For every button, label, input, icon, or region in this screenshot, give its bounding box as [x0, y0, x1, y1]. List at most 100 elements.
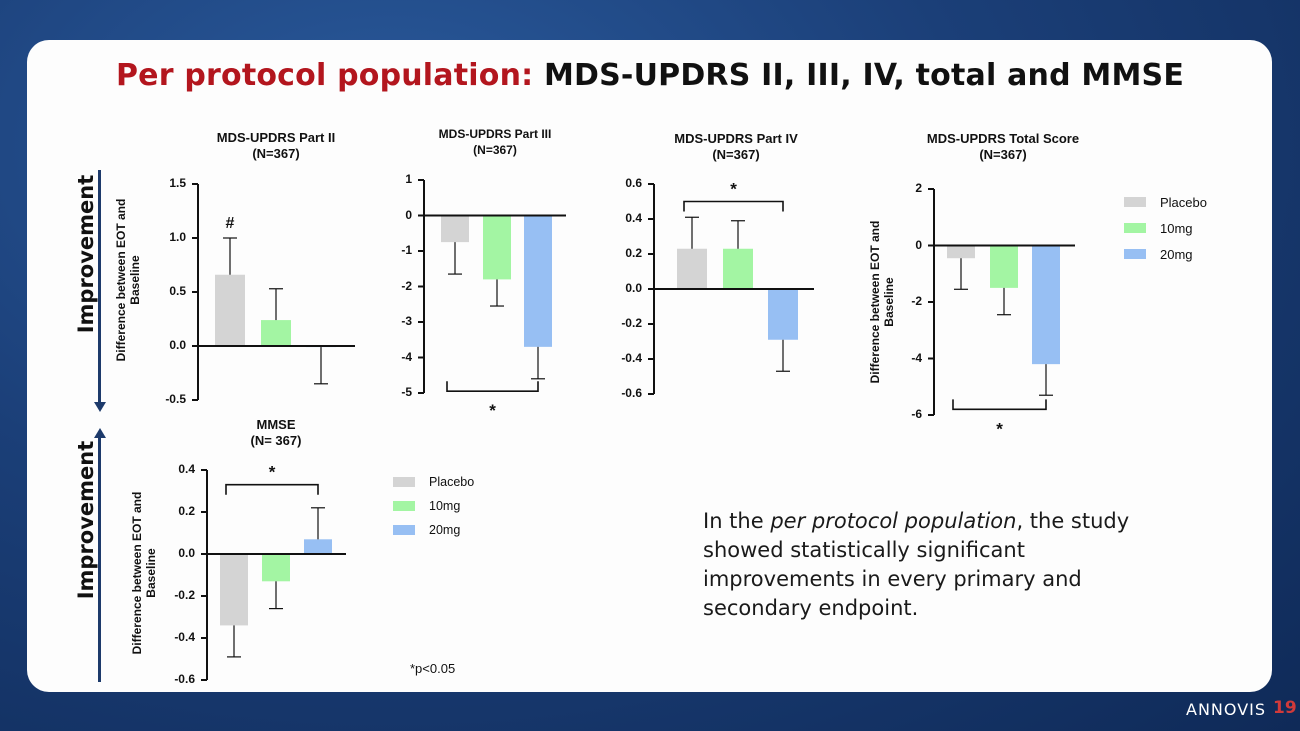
legend-label-placebo: Placebo [1160, 194, 1207, 210]
part2-bar-placebo [215, 274, 245, 346]
total-tick-label: -2 [911, 294, 922, 308]
legend-item-placebo-b: Placebo [393, 470, 474, 494]
part2-tick-label: -0.5 [165, 392, 186, 406]
improvement-arrow-bottom [98, 434, 101, 682]
part4-tick-label: 0.2 [625, 246, 642, 260]
part3-significance-star: * [489, 401, 496, 420]
part4-tick-label: 0.4 [625, 211, 642, 225]
legend-bottom: Placebo 10mg 20mg [393, 470, 474, 542]
part4-tick-label: 0.0 [625, 281, 642, 295]
part4-bar-10mg [723, 248, 753, 289]
chart-title-part3-sub: (N=367) [473, 143, 517, 157]
total-tick-label: -6 [911, 407, 922, 421]
part3-tick-label: -2 [401, 278, 412, 293]
company-logo: ANNOVIS [1186, 700, 1267, 719]
part3-bar-20mg [524, 215, 552, 347]
arrow-up-icon [93, 428, 106, 438]
improvement-arrow-top [98, 170, 101, 406]
part2-tick-label: 0.0 [169, 338, 186, 352]
total-tick-label: 2 [915, 181, 922, 195]
summary-pre: In the [703, 509, 771, 533]
total-tick-label: 0 [915, 237, 922, 252]
part3-significance-bracket [446, 381, 539, 393]
footnote: *p<0.05 [410, 661, 456, 676]
part3-tick-label: -3 [401, 314, 412, 328]
part4-bar-20mg [768, 289, 798, 340]
total-bar-placebo [947, 245, 975, 259]
total-bar-20mg [1032, 245, 1060, 365]
mmse-tick-label: -0.6 [174, 672, 195, 686]
legend-item-placebo: Placebo [1124, 189, 1207, 215]
slide-title-black: MDS-UPDRS II, III, IV, total and MMSE [533, 58, 1185, 93]
mmse-significance-star: * [269, 463, 276, 482]
chart-title-part4-main: MDS-UPDRS Part IV [674, 131, 798, 146]
part3-bar-placebo [441, 215, 469, 243]
legend-swatch-placebo [1124, 197, 1146, 207]
chart-title-total: MDS-UPDRS Total Score (N=367) [888, 131, 1118, 163]
part3-tick-label: -5 [401, 385, 412, 399]
legend-label-10mg: 10mg [1160, 220, 1193, 236]
part4-tick-label: -0.4 [621, 351, 642, 365]
summary-post: , the study showed statistically signifi… [703, 509, 1130, 620]
part4-significance-bracket [683, 200, 784, 212]
legend-item-10mg: 10mg [1124, 215, 1207, 241]
total-tick-label: -4 [911, 350, 922, 365]
chart-title-mmse-main: MMSE [256, 417, 296, 432]
mmse-bar-placebo [220, 554, 248, 626]
total-significance-bracket [952, 399, 1047, 411]
chart-title-part2: MDS-UPDRS Part II (N=367) [176, 130, 376, 162]
part4-tick-label: 0.6 [625, 176, 642, 190]
mmse-tick-label: 0.0 [178, 546, 195, 560]
part4-tick-label: -0.6 [621, 386, 642, 400]
chart-title-part2-sub: (N=367) [252, 146, 300, 161]
part3-tick-label: 1 [405, 172, 412, 186]
part3-tick-label: 0 [405, 207, 412, 222]
part2-tick-label: 1.5 [169, 176, 186, 190]
chart-title-mmse-sub: (N= 367) [250, 433, 302, 448]
chart-title-total-sub: (N=367) [979, 147, 1027, 162]
part4-tick-label: -0.2 [621, 316, 642, 330]
slide-title-red: Per protocol population: [115, 58, 534, 93]
legend-swatch-10mg-b [393, 501, 415, 511]
mmse-tick-label: 0.2 [178, 504, 195, 518]
total-significance-star: * [996, 419, 1003, 438]
legend-item-20mg-b: 20mg [393, 518, 474, 542]
legend-swatch-placebo-b [393, 477, 415, 487]
mmse-tick-label: -0.2 [174, 588, 195, 602]
mmse-bar-10mg [262, 554, 290, 582]
mmse-significance-bracket [225, 483, 319, 495]
part2-tick-label: 1.0 [169, 230, 186, 244]
chart-title-part4-sub: (N=367) [712, 147, 760, 162]
part3-bar-10mg [483, 215, 511, 280]
legend-label-placebo-b: Placebo [429, 475, 475, 489]
chart-title-part4: MDS-UPDRS Part IV (N=367) [636, 131, 836, 163]
part2-bar-10mg [261, 320, 291, 346]
legend-top: Placebo 10mg 20mg [1124, 189, 1207, 267]
legend-label-20mg-b: 20mg [429, 523, 461, 537]
legend-label-10mg-b: 10mg [429, 499, 461, 513]
legend-label-20mg: 20mg [1160, 246, 1193, 262]
legend-swatch-10mg [1124, 223, 1146, 233]
slide-title: Per protocol population: MDS-UPDRS II, I… [0, 58, 1300, 93]
legend-item-10mg-b: 10mg [393, 494, 474, 518]
part3-tick-label: -1 [401, 243, 412, 257]
arrow-down-icon [93, 402, 106, 412]
part4-significance-star: * [730, 180, 737, 199]
part2-tick-label: 0.5 [169, 284, 186, 298]
legend-swatch-20mg-b [393, 525, 415, 535]
part3-tick-label: -4 [401, 349, 412, 364]
total-bar-10mg [990, 245, 1018, 288]
legend-item-20mg: 20mg [1124, 241, 1207, 267]
chart-title-total-main: MDS-UPDRS Total Score [926, 131, 1080, 146]
summary-italic: per protocol population [770, 509, 1017, 533]
legend-swatch-20mg [1124, 249, 1146, 259]
mmse-tick-label: -0.4 [174, 630, 195, 644]
page-number: 19 [1273, 698, 1297, 718]
part4-bar-placebo [677, 248, 707, 289]
mmse-bar-20mg [304, 539, 332, 554]
chart-title-part3-main: MDS-UPDRS Part III [438, 127, 552, 141]
chart-title-part3: MDS-UPDRS Part III (N=367) [395, 126, 595, 158]
mmse-tick-label: 0.4 [178, 462, 195, 476]
summary-text: In the per protocol population, the stud… [703, 507, 1173, 623]
